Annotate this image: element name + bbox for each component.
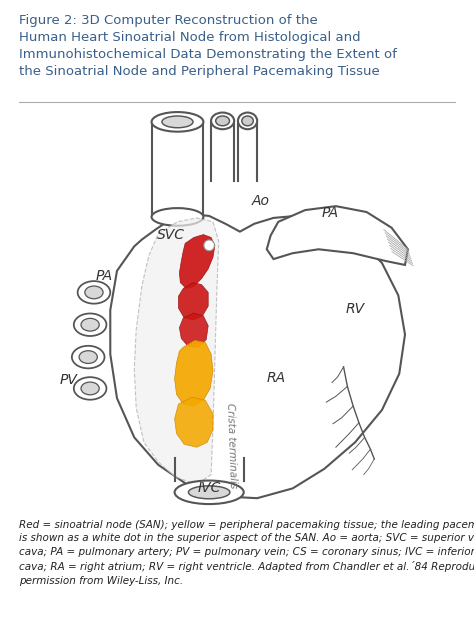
Polygon shape [179, 235, 215, 288]
Polygon shape [178, 283, 208, 320]
Circle shape [204, 240, 214, 250]
Text: RV: RV [346, 302, 365, 316]
Text: RA: RA [267, 371, 286, 385]
Text: PA: PA [96, 269, 113, 283]
Text: IVC: IVC [198, 480, 221, 495]
Polygon shape [267, 206, 408, 265]
Ellipse shape [238, 113, 257, 129]
Text: SVC: SVC [157, 228, 185, 242]
Polygon shape [110, 214, 405, 498]
Polygon shape [174, 397, 213, 447]
Polygon shape [174, 340, 213, 406]
Ellipse shape [189, 486, 230, 499]
Text: PV: PV [59, 373, 77, 387]
Ellipse shape [242, 116, 253, 126]
Ellipse shape [216, 116, 229, 126]
Polygon shape [179, 313, 208, 347]
Text: Crista terminalis: Crista terminalis [226, 402, 238, 488]
Ellipse shape [78, 281, 110, 303]
Text: Figure 2: 3D Computer Reconstruction of the
Human Heart Sinoatrial Node from His: Figure 2: 3D Computer Reconstruction of … [19, 14, 397, 78]
Ellipse shape [211, 113, 234, 129]
Text: PA: PA [321, 206, 338, 220]
Ellipse shape [85, 286, 103, 299]
Text: Ao: Ao [251, 194, 269, 208]
Ellipse shape [174, 480, 244, 504]
Ellipse shape [74, 313, 107, 336]
Ellipse shape [152, 112, 203, 131]
Ellipse shape [152, 208, 203, 226]
Ellipse shape [81, 318, 99, 331]
Ellipse shape [72, 346, 105, 368]
Text: Red = sinoatrial node (SAN); yellow = peripheral pacemaking tissue; the leading : Red = sinoatrial node (SAN); yellow = pe… [19, 520, 474, 586]
Ellipse shape [162, 116, 193, 128]
Polygon shape [134, 218, 219, 485]
Ellipse shape [79, 351, 97, 363]
Ellipse shape [81, 382, 99, 395]
Ellipse shape [74, 377, 107, 400]
